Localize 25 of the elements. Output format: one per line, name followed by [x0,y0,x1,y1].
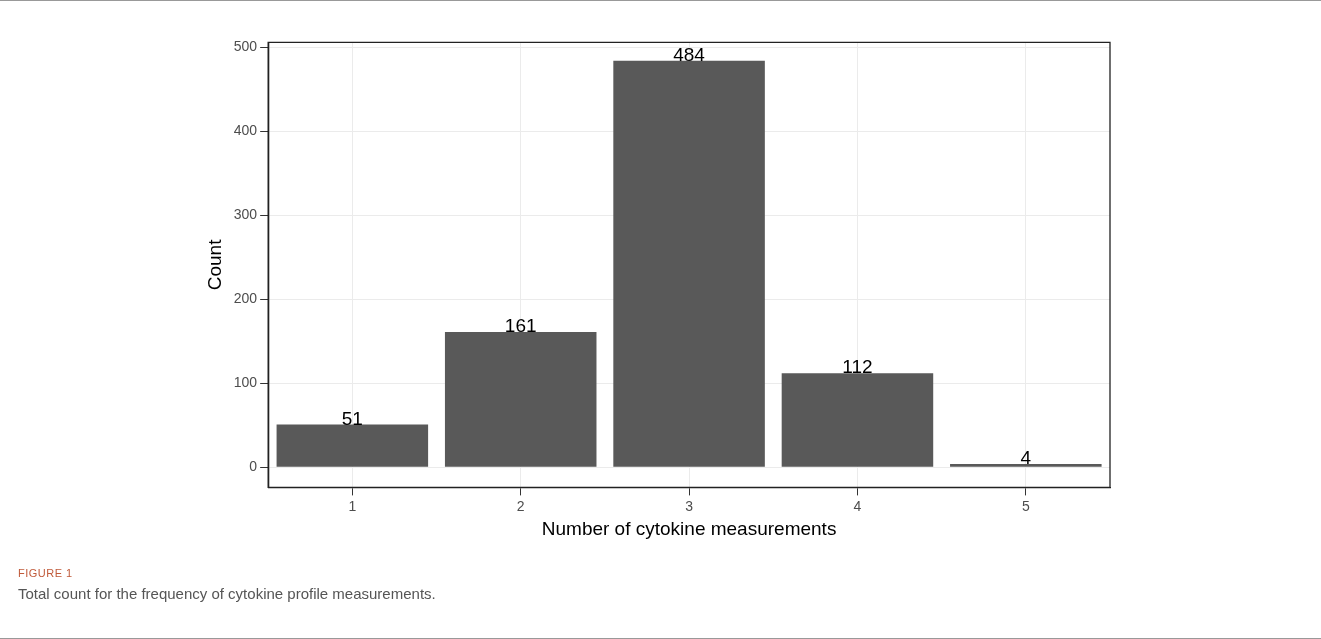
x-tick-label: 1 [348,497,357,514]
text: Total count for the frequency of cytokine profile measurements. [18,585,436,602]
y-tick-label: 100 [233,374,258,391]
x-tick-label: 5 [1021,497,1030,514]
data-label: 161 [504,315,537,337]
caption: FIGURE 1 [18,567,74,579]
x-axis-title: Number of cytokine measurements [541,517,837,539]
x-tick-label: 2 [516,497,525,514]
data-label: 112 [842,356,873,378]
y-tick-label: 0 [249,458,258,475]
data-label: 484 [673,44,706,66]
bar [950,463,1102,467]
y-tick-label: 200 [233,290,258,307]
bar [444,332,597,467]
data-label: 51 [341,407,363,429]
bar [781,373,934,467]
x-tick-label: 4 [853,497,862,514]
y-axis-title: Count [203,238,225,291]
bar [276,424,429,467]
bar [613,60,765,467]
data-label: 4 [1020,447,1032,469]
x-tick-label: 3 [685,497,694,514]
y-tick-label: 400 [233,122,258,139]
y-tick-label: 300 [233,206,258,223]
y-tick-label: 500 [233,38,258,55]
